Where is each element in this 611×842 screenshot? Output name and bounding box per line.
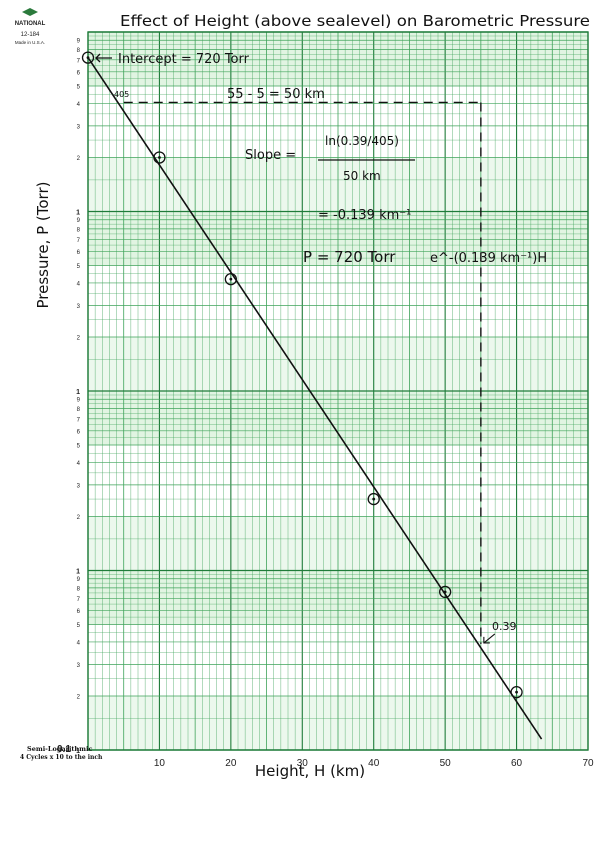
y-tick-label: 9 <box>77 577 81 583</box>
data-point <box>153 151 166 164</box>
y-tick-label: 5 <box>77 623 81 629</box>
y-tick-label: 8 <box>77 586 81 592</box>
paper-type-line-2: 4 Cycles x 10 to the inch <box>20 754 103 761</box>
slope-label: Slope = <box>245 148 296 163</box>
y-tick-label: 1 <box>76 569 80 576</box>
paper-type-line-1: Semi-Logarithmic <box>27 745 93 753</box>
slope-numerator: ln(0.39/405) <box>325 134 399 148</box>
grid <box>87 31 589 751</box>
y-tick-label: 5 <box>77 85 81 91</box>
y-tick-label: 1 <box>76 748 80 755</box>
y-tick-label: 3 <box>77 663 81 669</box>
y-tick-label: 7 <box>77 58 81 64</box>
slope-value: = -0.139 km⁻¹ <box>318 208 411 223</box>
y-tick-label: 2 <box>77 694 81 700</box>
y-tick-label: 8 <box>77 48 81 54</box>
y-tick-label: 6 <box>77 250 81 256</box>
equation-annotation: P = 720 Torr e^-(0.139 km⁻¹)H <box>303 248 547 266</box>
fit-line-segment <box>87 57 543 740</box>
data-points <box>81 51 523 699</box>
equation-left: P = 720 Torr <box>303 248 396 266</box>
data-point <box>367 492 380 506</box>
y-tick-label: 8 <box>77 227 81 233</box>
data-point-dot <box>86 56 90 60</box>
y-tick-label: 1 <box>76 210 80 217</box>
y-tick-label: 4 <box>77 102 81 108</box>
y-tick-label: 2 <box>77 335 81 341</box>
x-tick-label: 20 <box>225 758 237 769</box>
brand-logo-icon <box>22 8 38 16</box>
y-tick-label: 6 <box>77 70 81 76</box>
data-point-dot <box>229 277 233 281</box>
y-tick-label: 4 <box>77 640 81 646</box>
x-tick-labels: 10 20 30 40 50 60 70 0.1 <box>57 744 594 769</box>
y-tick-label: 9 <box>77 218 81 224</box>
data-point-dot <box>443 590 447 594</box>
plot-frame <box>87 31 589 751</box>
x-tick-label: 40 <box>368 758 380 769</box>
y-tick-label: 6 <box>77 429 81 435</box>
y-tick-label: 3 <box>77 483 81 489</box>
data-point-dot <box>158 156 161 159</box>
y-tick-label: 2 <box>77 156 81 162</box>
intercept-annotation: Intercept = 720 Torr <box>95 52 250 67</box>
y-tick-label: 6 <box>77 609 81 615</box>
y-tick-label: 5 <box>77 444 81 450</box>
y-tick-label: 7 <box>77 597 81 603</box>
y-tick-label: 3 <box>77 124 81 130</box>
value-405-label: 405 <box>114 90 129 99</box>
data-point <box>81 51 95 64</box>
data-point-dot <box>515 690 518 694</box>
y-tick-label: 4 <box>77 281 81 287</box>
y-tick-label: 5 <box>77 264 81 270</box>
brand-name: NATIONAL <box>15 21 46 27</box>
slope-denominator: 50 km <box>343 169 381 183</box>
y-tick-label: 4 <box>77 461 81 467</box>
data-point <box>510 686 523 699</box>
data-point-dot <box>372 497 376 501</box>
y-tick-label: 2 <box>77 515 81 521</box>
x-tick-label: 30 <box>297 758 309 769</box>
guide-arrow-icon <box>483 633 496 644</box>
x-tick-label: 50 <box>440 758 452 769</box>
x-tick-label: 10 <box>154 758 166 769</box>
chart-title: Effect of Height (above sealevel) on Bar… <box>120 12 590 30</box>
y-tick-label: 3 <box>77 304 81 310</box>
y-tick-label: 7 <box>77 417 81 423</box>
brand-logo: NATIONAL 12-184 Made in U.S.A. <box>15 8 46 45</box>
run-label: 55 - 5 = 50 km <box>227 87 325 102</box>
x-tick-label: 70 <box>582 758 594 769</box>
y-tick-label: 1 <box>76 389 80 396</box>
x-axis-label: Height, H (km) <box>255 762 365 780</box>
x-tick-label: 60 <box>511 758 523 769</box>
y-tick-label: 7 <box>77 238 81 244</box>
x-tick-label: 0.1 <box>57 744 71 755</box>
fit-line <box>87 57 543 740</box>
equation-exponential: e^-(0.139 km⁻¹)H <box>430 251 547 266</box>
y-tick-label: 9 <box>77 398 81 404</box>
intercept-label: Intercept = 720 Torr <box>118 52 250 67</box>
data-point <box>438 585 452 599</box>
data-point <box>224 272 238 286</box>
y-axis-label: Pressure, P (Torr) <box>34 182 52 309</box>
slope-annotation: Slope = ln(0.39/405) 50 km = -0.139 km⁻¹ <box>245 134 415 223</box>
brand-catalog: 12-184 <box>21 32 40 38</box>
y-tick-label: 8 <box>77 407 81 413</box>
intercept-arrow-icon <box>95 53 112 63</box>
y-tick-label: 9 <box>77 39 81 45</box>
guide-lines <box>123 101 496 644</box>
value-039-label: 0.39 <box>492 620 517 633</box>
brand-origin: Made in U.S.A. <box>15 40 45 45</box>
